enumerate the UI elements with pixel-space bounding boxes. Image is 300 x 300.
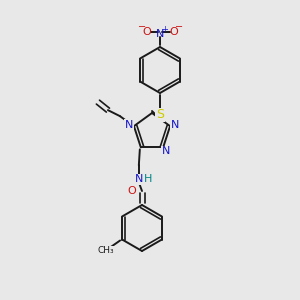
Text: S: S <box>156 109 164 122</box>
Text: N: N <box>171 120 179 130</box>
Text: N: N <box>135 174 143 184</box>
Text: N: N <box>125 120 134 130</box>
Text: N: N <box>156 29 164 39</box>
Text: O: O <box>128 186 136 196</box>
Text: +: + <box>162 25 168 34</box>
Text: H: H <box>144 174 152 184</box>
Text: CH₃: CH₃ <box>98 246 114 255</box>
Text: −: − <box>175 22 183 32</box>
Text: −: − <box>138 22 146 32</box>
Text: O: O <box>142 27 152 37</box>
Text: O: O <box>169 27 178 37</box>
Text: N: N <box>162 146 170 156</box>
